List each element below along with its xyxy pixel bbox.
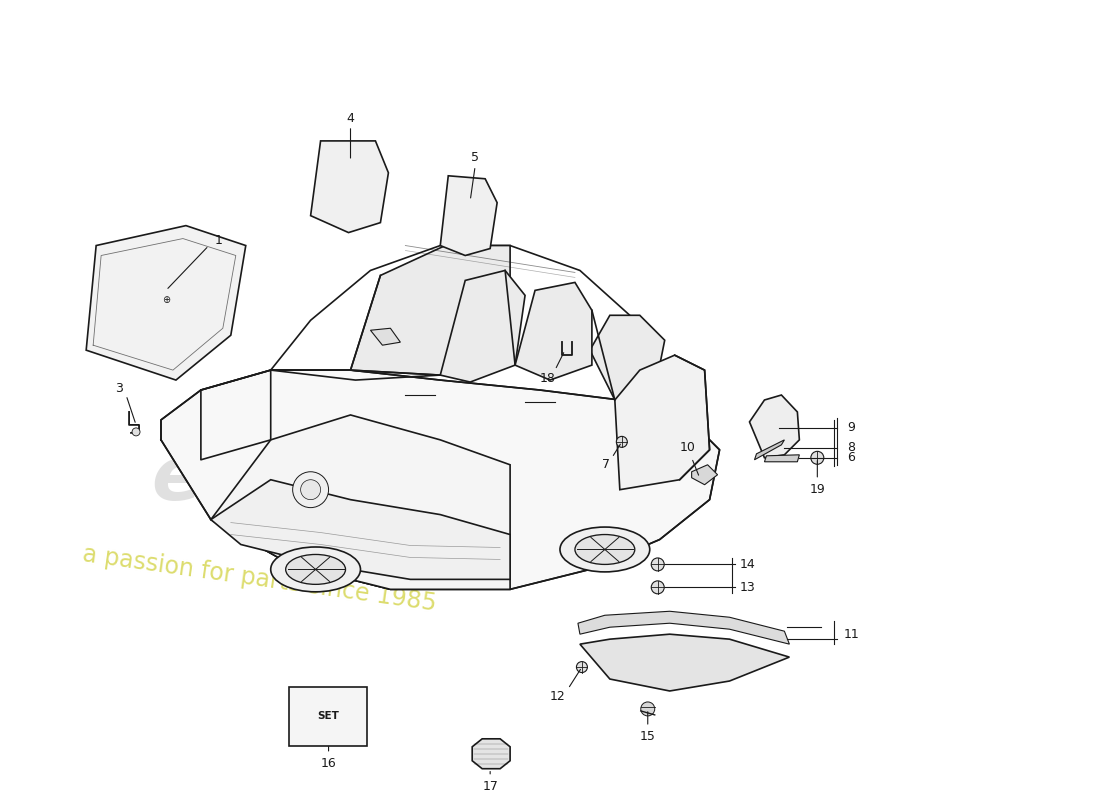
Polygon shape (692, 465, 717, 485)
Text: 5: 5 (471, 151, 480, 164)
Polygon shape (440, 270, 525, 382)
Ellipse shape (575, 534, 635, 565)
Circle shape (651, 581, 664, 594)
Text: 14: 14 (739, 558, 756, 571)
Circle shape (300, 480, 320, 500)
Polygon shape (440, 176, 497, 255)
Polygon shape (578, 611, 790, 644)
Ellipse shape (271, 547, 361, 592)
Text: 11: 11 (844, 628, 859, 641)
Circle shape (132, 428, 140, 436)
Polygon shape (472, 739, 510, 769)
Circle shape (293, 472, 329, 508)
Polygon shape (351, 246, 510, 375)
Text: 16: 16 (321, 758, 337, 770)
Text: 13: 13 (739, 581, 756, 594)
Circle shape (641, 702, 654, 716)
Circle shape (616, 436, 627, 447)
Polygon shape (764, 455, 800, 462)
Polygon shape (515, 282, 592, 380)
Polygon shape (371, 328, 400, 345)
Text: ⊕: ⊕ (162, 295, 170, 306)
Text: 10: 10 (680, 442, 695, 454)
Polygon shape (615, 355, 710, 490)
Polygon shape (211, 480, 510, 579)
Polygon shape (86, 226, 245, 380)
Circle shape (651, 558, 664, 571)
Text: 8: 8 (847, 442, 855, 454)
Polygon shape (161, 370, 719, 590)
Text: 7: 7 (602, 458, 609, 471)
Text: a passion for parts since 1985: a passion for parts since 1985 (81, 542, 438, 616)
Ellipse shape (560, 527, 650, 572)
Text: 12: 12 (550, 690, 565, 703)
Polygon shape (211, 415, 510, 590)
Text: SET: SET (317, 711, 339, 722)
Polygon shape (310, 141, 388, 233)
Text: 18: 18 (540, 371, 556, 385)
Text: 4: 4 (346, 113, 354, 126)
Text: 3: 3 (116, 382, 123, 394)
Polygon shape (749, 395, 800, 458)
Text: 15: 15 (640, 730, 656, 743)
Text: euroParts: euroParts (151, 443, 562, 516)
FancyBboxPatch shape (288, 687, 367, 746)
Text: 17: 17 (482, 780, 498, 793)
Text: 9: 9 (847, 422, 855, 434)
Circle shape (811, 451, 824, 464)
Text: 6: 6 (847, 451, 855, 464)
Text: 19: 19 (810, 483, 825, 496)
Polygon shape (755, 440, 784, 460)
Polygon shape (580, 634, 790, 691)
Ellipse shape (286, 554, 345, 584)
Text: 1: 1 (214, 234, 223, 247)
Circle shape (576, 662, 587, 673)
Polygon shape (590, 315, 664, 400)
